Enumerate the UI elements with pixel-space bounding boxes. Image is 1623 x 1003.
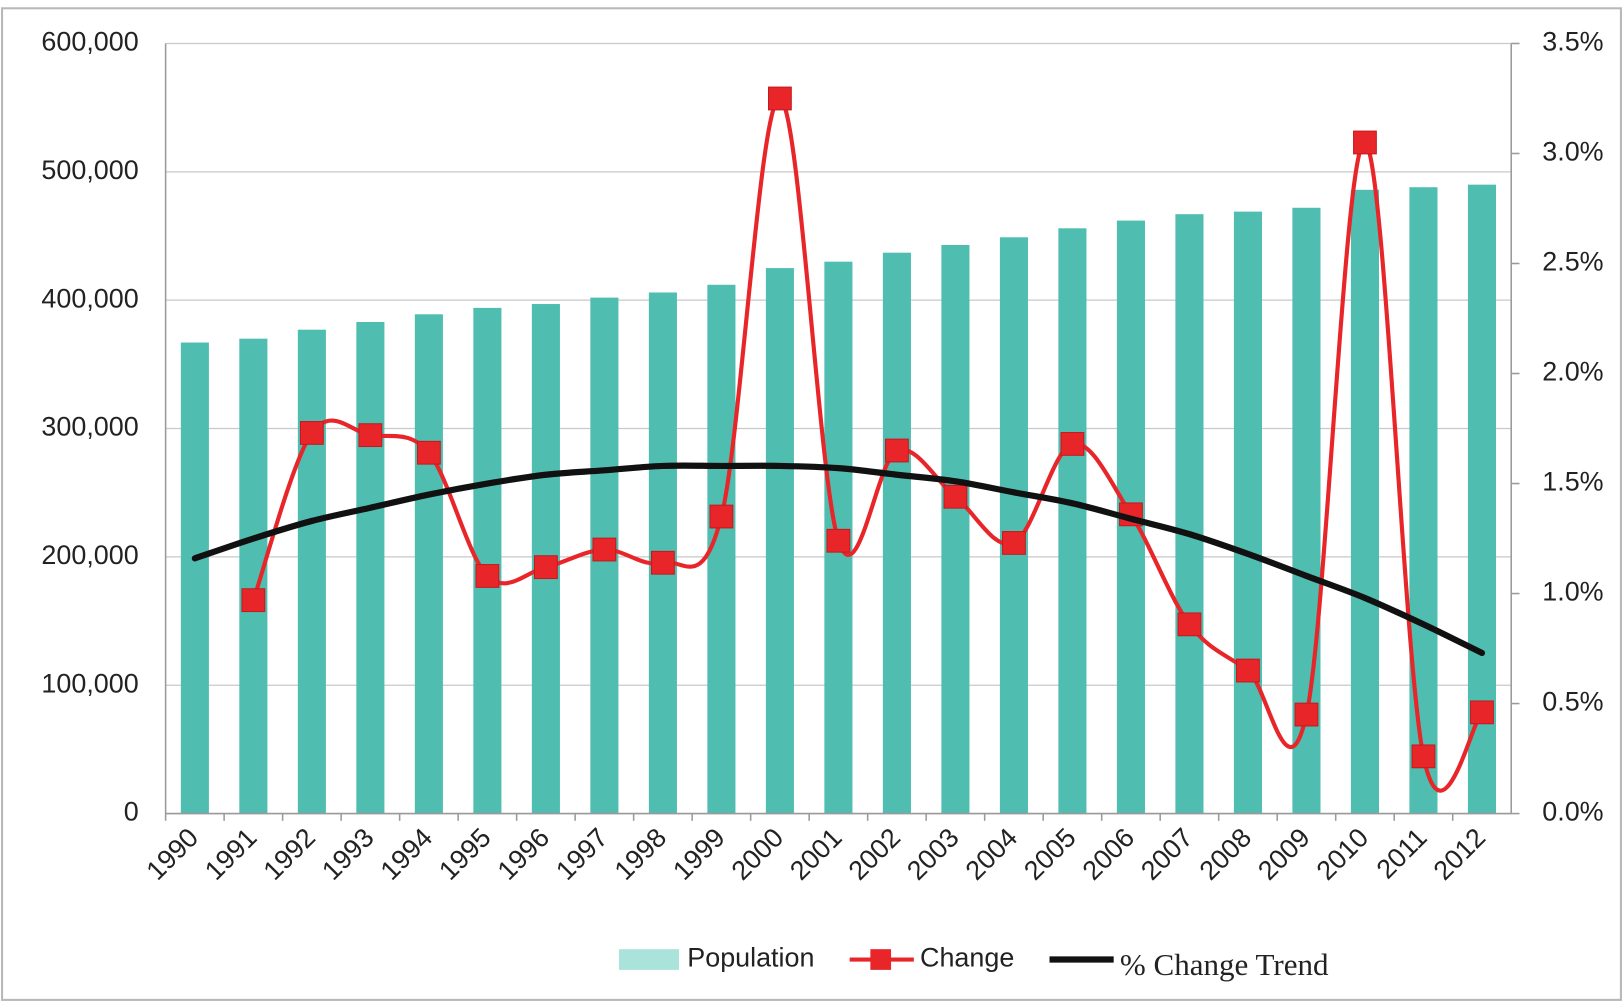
marker xyxy=(416,440,441,465)
y2-tick-label: 3.5% xyxy=(1542,27,1603,57)
marker xyxy=(358,423,383,448)
marker xyxy=(1411,744,1436,769)
marker xyxy=(709,504,734,529)
legend-swatch xyxy=(618,949,680,970)
y-tick-label: 100,000 xyxy=(41,668,138,698)
marker xyxy=(475,564,500,588)
marker xyxy=(241,588,266,613)
y2-tick-label: 2.0% xyxy=(1542,357,1603,387)
bar xyxy=(1409,187,1438,814)
bar xyxy=(356,321,385,814)
marker xyxy=(1177,612,1202,637)
marker xyxy=(768,86,792,111)
bar xyxy=(765,268,794,814)
bar xyxy=(239,338,268,814)
y-tick-label: 200,000 xyxy=(41,540,138,570)
marker xyxy=(1470,700,1494,725)
y2-tick-label: 1.0% xyxy=(1542,577,1603,607)
marker xyxy=(1294,702,1319,727)
bar xyxy=(999,237,1028,814)
legend-label: Population xyxy=(687,943,814,973)
y-tick-label: 0 xyxy=(124,797,139,827)
y-tick-label: 300,000 xyxy=(41,412,138,442)
bar xyxy=(941,244,970,814)
bar xyxy=(1233,211,1262,814)
line xyxy=(191,462,1486,657)
legend-label: Change xyxy=(920,943,1014,973)
marker xyxy=(592,537,617,562)
y-tick-label: 400,000 xyxy=(41,283,138,313)
marker xyxy=(1060,432,1085,456)
marker xyxy=(299,421,324,445)
bar xyxy=(297,329,326,814)
y2-tick-label: 3.0% xyxy=(1542,137,1603,167)
marker xyxy=(1236,658,1260,683)
bar xyxy=(882,252,911,814)
bar xyxy=(414,314,443,814)
bar xyxy=(1175,214,1204,814)
y2-tick-label: 0.5% xyxy=(1542,687,1603,717)
y2-tick-label: 0.0% xyxy=(1542,797,1603,827)
bar xyxy=(1350,189,1379,814)
marker xyxy=(826,528,851,553)
legend-label: % Change Trend xyxy=(1120,947,1329,982)
marker xyxy=(533,555,558,580)
marker xyxy=(943,484,968,509)
y-tick-label: 500,000 xyxy=(41,155,138,185)
y2-tick-label: 1.5% xyxy=(1542,467,1603,497)
legend-marker xyxy=(870,949,892,970)
marker xyxy=(650,550,675,575)
bar xyxy=(1058,228,1087,814)
y-tick-label: 600,000 xyxy=(41,27,138,57)
marker xyxy=(1002,531,1026,555)
marker xyxy=(885,438,909,463)
y2-tick-label: 2.5% xyxy=(1542,247,1603,277)
marker xyxy=(1353,130,1377,155)
bar xyxy=(180,342,209,814)
